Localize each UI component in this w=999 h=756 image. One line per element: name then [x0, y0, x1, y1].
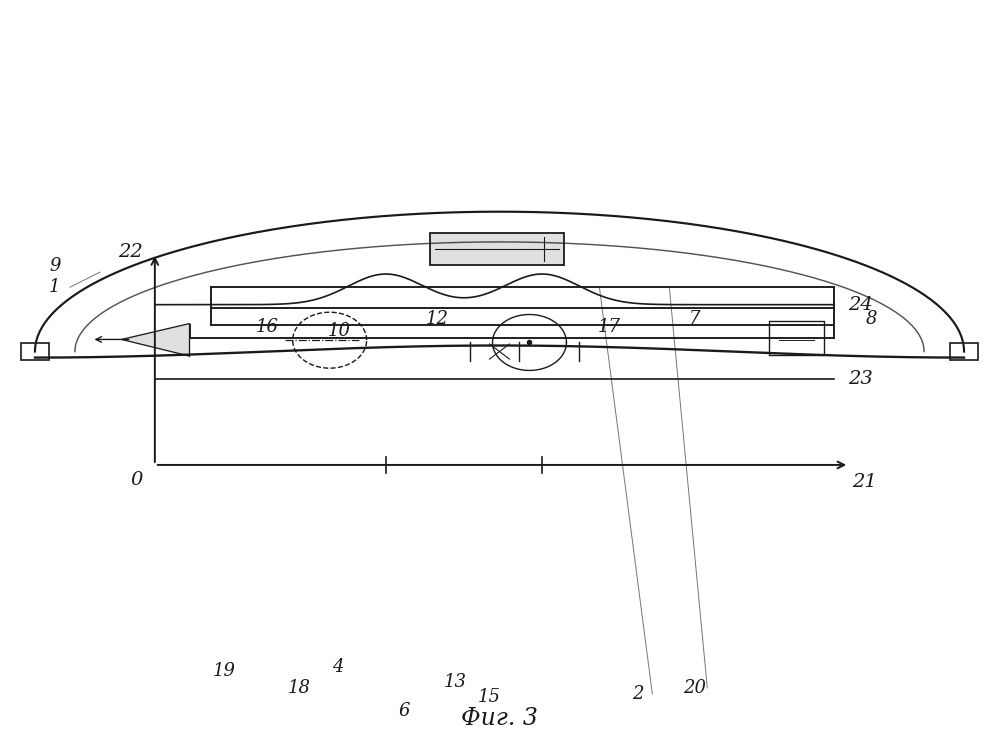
Text: 7: 7: [688, 310, 700, 328]
Text: 12: 12: [426, 310, 450, 328]
Text: 9: 9: [49, 257, 61, 275]
Text: 18: 18: [288, 679, 312, 697]
Text: 16: 16: [256, 318, 280, 336]
Text: 19: 19: [212, 662, 236, 680]
Polygon shape: [122, 324, 190, 356]
Text: 10: 10: [328, 322, 352, 340]
Bar: [430, 233, 564, 265]
Text: Фиг. 3: Фиг. 3: [462, 707, 537, 730]
Text: 24: 24: [848, 296, 873, 314]
Text: 23: 23: [848, 370, 873, 388]
Text: 6: 6: [399, 702, 411, 720]
Text: 1: 1: [49, 278, 61, 296]
Bar: [21, 343, 49, 360]
Text: 21: 21: [852, 472, 877, 491]
Text: 20: 20: [682, 679, 706, 697]
Text: 22: 22: [118, 243, 143, 261]
Bar: [950, 343, 978, 360]
Bar: [769, 321, 824, 355]
Text: 13: 13: [444, 673, 468, 691]
Text: 15: 15: [478, 688, 501, 706]
Text: 0: 0: [131, 471, 143, 489]
Text: 17: 17: [597, 318, 621, 336]
Text: 2: 2: [631, 685, 643, 703]
Text: 8: 8: [865, 310, 877, 328]
Text: 4: 4: [332, 658, 344, 676]
